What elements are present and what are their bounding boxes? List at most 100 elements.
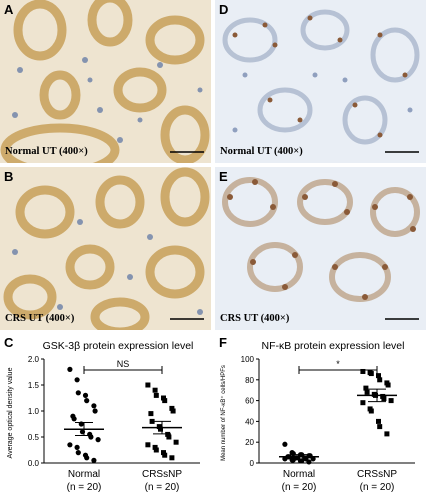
chart-c-point [166,434,172,440]
chart-c-point [74,377,80,383]
chart-c-y-tick-label: 0.5 [28,433,40,442]
chart-f-point [376,373,381,379]
chart-f-x-tick-label: CRSsNP [357,469,397,480]
chart-f-x-sublabel: (n = 20) [360,482,395,493]
caption-d: Normal UT (400×) [220,146,303,157]
chart-c-point [162,452,168,458]
chart-f-point [360,400,366,406]
chart-c-point [71,416,77,422]
chart-f-point [364,389,370,395]
chart-c-point [67,442,73,448]
chart-f: NF-κB protein expression level Mean numb… [220,340,415,493]
chart-f-point [282,456,288,462]
chart-f-point [377,377,383,383]
chart-f-y-tick-label: 0 [250,459,255,468]
chart-c-point [173,439,179,445]
chart-f-point [282,441,288,447]
chart-f-point [299,458,305,464]
chart-f-y-tick-label: 40 [245,417,254,426]
chart-c-point [92,408,98,414]
chart-c-x-tick-label: Normal [68,469,100,480]
panel-letter-d: D [219,2,229,17]
chart-f-sig-label: * [336,359,340,369]
micrograph-b-image [0,167,211,330]
chart-f-ylabel: Mean number of NF-κB⁺ cells/HPFs [220,365,227,461]
chart-f-point [377,424,383,430]
chart-f-point [368,408,374,414]
chart-f-y-tick-label: 20 [245,438,254,447]
chart-c-x-sublabel: (n = 20) [67,482,102,493]
chart-c-y-tick-label: 1.5 [28,381,40,390]
chart-f-point [306,459,312,465]
chart-f-x-tick-label: Normal [283,469,315,480]
caption-b: CRS UT (400×) [5,313,75,324]
chart-letter-c: C [4,335,14,350]
chart-c-point [153,392,159,398]
chart-c-point [95,437,101,443]
chart-c-x-sublabel: (n = 20) [145,482,180,493]
chart-c-point [156,424,162,430]
chart-f-point [290,451,296,457]
chart-c-title: GSK-3β protein expression level [43,340,194,352]
chart-c-point [162,398,168,404]
chart-c-point [148,411,154,417]
chart-c-point [152,387,158,393]
chart-f-point [363,385,369,391]
chart-f-point [385,382,391,388]
panel-letter-a: A [4,2,14,17]
chart-c-point [84,398,90,404]
micrograph-a-image [0,0,211,163]
chart-c-point [169,455,175,461]
panel-letter-e: E [219,169,228,184]
chart-c-point [170,408,176,414]
chart-c-point [169,405,175,411]
chart-c-point [75,390,81,396]
chart-f-point [310,456,316,462]
chart-f-point [376,418,381,424]
chart-c-point [149,418,155,424]
chart-c-point [161,395,166,401]
chart-c-point [75,450,81,456]
chart-f-point [368,371,374,377]
caption-a: Normal UT (400×) [5,146,88,157]
chart-c-point [145,382,151,388]
chart-f-x-sublabel: (n = 20) [282,482,317,493]
chart-f-point [290,457,296,463]
chart-c-point [84,455,90,461]
micrograph-b: B CRS UT (400×) [0,167,211,330]
chart-c: GSK-3β protein expression level Average … [7,340,200,493]
chart-c-point [82,392,89,398]
micrograph-e-image [215,167,426,330]
panel-letter-b: B [4,169,14,184]
chart-f-y-tick-label: 80 [245,376,254,385]
chart-c-ylabel: Average optical density value [7,367,14,458]
chart-c-sig-label: NS [117,359,130,369]
chart-f-point [381,396,387,402]
chart-c-point [153,447,159,453]
chart-f-y-tick-label: 100 [241,355,255,364]
chart-c-point [74,444,80,450]
chart-c-y-tick-label: 2.0 [28,355,40,364]
micrograph-e: E CRS UT (400×) [215,167,426,330]
caption-e: CRS UT (400×) [220,313,290,324]
chart-c-x-tick-label: CRSsNP [142,469,182,480]
chart-f-point [384,431,390,437]
chart-c-point [165,431,171,437]
chart-c-point [91,403,97,409]
chart-f-y-tick-label: 60 [245,397,254,406]
micrograph-a: A Normal UT (400×) [0,0,211,163]
chart-c-point [152,444,158,450]
chart-f-point [360,368,366,374]
chart-c-point [161,450,166,456]
chart-c-point [158,426,163,432]
chart-letter-f: F [219,335,227,350]
chart-c-point [67,366,73,372]
micrograph-d-image [215,0,426,163]
chart-c-y-tick-label: 0.0 [28,459,40,468]
chart-f-point [388,398,394,404]
micrograph-d: D Normal UT (400×) [215,0,426,163]
chart-f-title: NF-κB protein expression level [262,340,405,352]
chart-c-point [91,457,97,463]
chart-c-point [145,442,151,448]
chart-c-y-tick-label: 1.0 [28,407,40,416]
